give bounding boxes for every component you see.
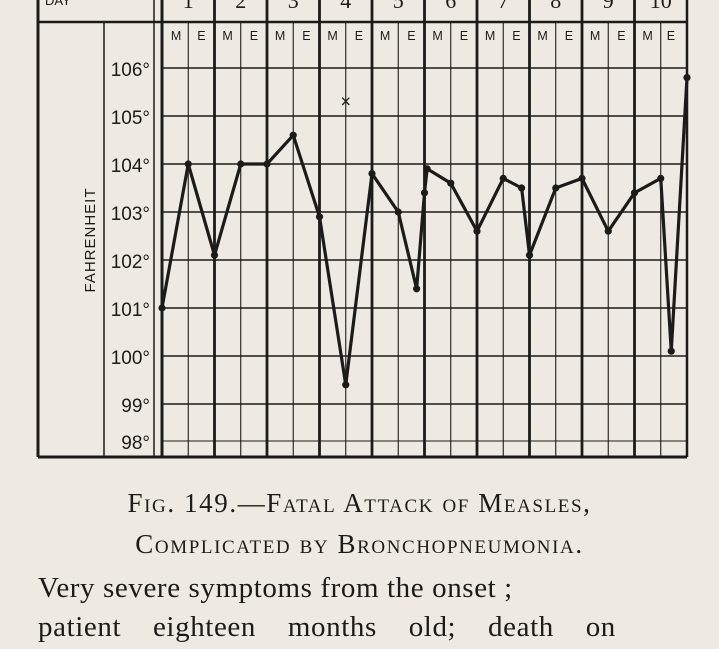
data-point-4	[237, 160, 245, 168]
temperature-chart: DAY 1 2 3 4 5 6 7 8 9 10 M E M E M E M E M E M E M E M E M E M E 98° 99°…	[36, 0, 691, 459]
data-point-5	[263, 160, 271, 168]
data-point-17	[518, 184, 526, 192]
period-label-9: M	[380, 29, 390, 43]
day-number-1: 1	[183, 0, 194, 13]
day-number-5: 5	[393, 0, 404, 13]
y-tick-100: 100°	[111, 348, 150, 369]
period-label-20: E	[667, 29, 675, 43]
day-number-9: 9	[603, 0, 614, 13]
y-tick-105: 105°	[111, 108, 150, 129]
data-point-12	[420, 189, 429, 197]
figure-caption-line-1: Fig. 149.—Fatal Attack of Measles,	[0, 488, 719, 519]
data-point-21	[604, 227, 612, 235]
data-point-3	[210, 251, 219, 259]
data-point-25	[683, 74, 691, 82]
annotation-mark-1: ×	[340, 92, 351, 112]
day-number-7: 7	[498, 0, 509, 13]
data-point-1	[158, 304, 166, 312]
period-label-16: E	[565, 29, 573, 43]
period-label-4: E	[250, 29, 258, 43]
data-point-8	[342, 381, 350, 389]
body-text-line-1: Very severe symptoms from the onset ;	[38, 572, 513, 604]
y-tick-104: 104°	[111, 156, 150, 177]
data-point-24	[667, 347, 675, 355]
data-point-9	[368, 170, 376, 178]
data-point-13	[423, 165, 431, 173]
period-label-13: M	[485, 29, 495, 43]
day-number-2: 2	[235, 0, 246, 13]
data-point-6	[289, 131, 297, 139]
data-point-19	[552, 184, 560, 192]
day-number-4: 4	[340, 0, 351, 13]
period-label-10: E	[407, 29, 415, 43]
y-tick-99: 99°	[121, 396, 150, 417]
data-point-16	[499, 174, 507, 182]
data-point-2	[184, 160, 192, 168]
data-point-11	[413, 285, 421, 293]
y-tick-106: 106°	[111, 60, 150, 81]
data-point-20	[578, 174, 586, 182]
period-label-11: M	[432, 29, 442, 43]
period-label-6: E	[302, 29, 310, 43]
y-axis-label: FAHRENHEIT	[82, 187, 99, 292]
figure-label: Fig. 149.	[127, 488, 238, 518]
period-label-3: M	[222, 29, 232, 43]
y-tick-101: 101°	[111, 300, 150, 321]
period-label-1: M	[171, 29, 181, 43]
figure-title-line-2: Complicated by Bronchopneumonia.	[135, 529, 584, 559]
y-tick-98: 98°	[121, 433, 150, 454]
temperature-series	[158, 74, 691, 389]
chart-labels: DAY 1 2 3 4 5 6 7 8 9 10 M E M E M E M E M E M E M E M E M E M E 98° 99°…	[45, 0, 675, 454]
data-point-22	[630, 189, 639, 197]
period-label-8: E	[355, 29, 363, 43]
period-label-5: M	[275, 29, 285, 43]
period-label-14: E	[512, 29, 520, 43]
data-point-7	[315, 213, 324, 221]
data-point-15	[473, 227, 481, 235]
data-point-10	[394, 208, 402, 216]
period-label-18: E	[617, 29, 625, 43]
day-number-6: 6	[445, 0, 456, 13]
data-point-18	[525, 251, 534, 259]
figure-title-line-1: —Fatal Attack of Measles,	[237, 488, 592, 518]
period-label-19: M	[642, 29, 652, 43]
day-number-8: 8	[550, 0, 561, 13]
body-text-line-2: patient eighteen months old; death on	[38, 611, 616, 643]
y-tick-102: 102°	[111, 252, 150, 273]
data-point-14	[447, 179, 455, 187]
y-tick-103: 103°	[111, 204, 150, 225]
period-label-17: M	[590, 29, 600, 43]
period-label-12: E	[460, 29, 468, 43]
day-number-10: 10	[650, 0, 672, 13]
period-label-15: M	[537, 29, 547, 43]
day-header-label: DAY	[45, 0, 71, 8]
day-number-3: 3	[288, 0, 299, 13]
period-label-2: E	[197, 29, 205, 43]
data-point-23	[657, 174, 665, 182]
period-label-7: M	[327, 29, 337, 43]
